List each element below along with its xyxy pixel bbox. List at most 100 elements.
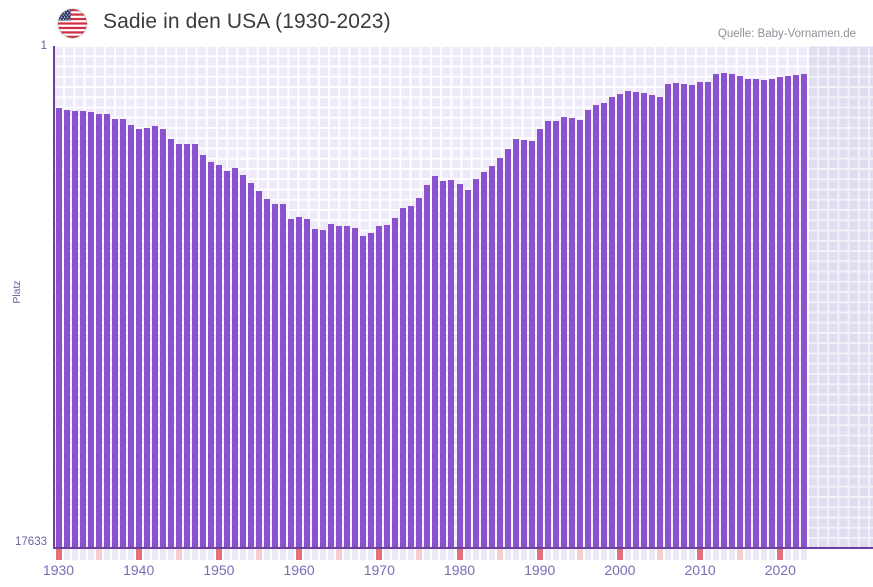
bar-1951 — [223, 170, 230, 548]
bar-1958 — [280, 203, 287, 548]
bar-1949 — [207, 162, 214, 548]
bar-2021 — [785, 75, 792, 548]
bar-2002 — [632, 92, 639, 548]
bar-1961 — [304, 218, 311, 548]
bar-1960 — [296, 217, 303, 548]
x-tick-1949 — [207, 549, 214, 560]
x-tick-1961 — [304, 549, 311, 560]
bar-1968 — [360, 236, 367, 548]
x-tick-1957 — [272, 549, 279, 560]
x-axis-label-1980: 1980 — [443, 562, 476, 578]
bar-1989 — [528, 140, 535, 548]
x-tick-1939 — [127, 549, 134, 560]
x-tick-1963 — [320, 549, 327, 560]
bar-1971 — [384, 224, 391, 548]
x-tick-1973 — [400, 549, 407, 560]
x-axis-tick-strip — [54, 549, 873, 561]
bar-1997 — [592, 105, 599, 548]
x-tick-1984 — [488, 549, 495, 560]
x-tick-2022 — [793, 549, 800, 560]
bar-1942 — [151, 125, 158, 548]
us-flag-circle-icon — [58, 9, 87, 38]
x-tick-1993 — [560, 549, 567, 560]
x-tick-1953 — [239, 549, 246, 560]
x-tick-2017 — [753, 549, 760, 560]
bar-2014 — [729, 74, 736, 548]
x-tick-1959 — [288, 549, 295, 560]
x-tick-1950 — [215, 549, 222, 560]
chart-plot-area — [54, 46, 873, 548]
bar-2013 — [721, 73, 728, 548]
x-tick-1978 — [440, 549, 447, 560]
x-tick-1965 — [336, 549, 343, 560]
bar-1981 — [464, 190, 471, 548]
bar-1972 — [392, 217, 399, 548]
x-tick-1969 — [368, 549, 375, 560]
x-tick-2019 — [769, 549, 776, 560]
x-tick-1997 — [592, 549, 599, 560]
bar-1957 — [272, 204, 279, 548]
bar-2000 — [616, 94, 623, 548]
bar-2022 — [793, 74, 800, 548]
page-title: Sadie in den USA (1930-2023) — [103, 10, 391, 33]
bar-1938 — [119, 118, 126, 548]
x-tick-1988 — [520, 549, 527, 560]
bar-1947 — [191, 144, 198, 548]
x-tick-1933 — [79, 549, 86, 560]
x-tick-2013 — [721, 549, 728, 560]
bar-1940 — [135, 128, 142, 548]
x-tick-1989 — [528, 549, 535, 560]
bar-1978 — [440, 181, 447, 548]
y-axis-line — [53, 46, 55, 549]
x-tick-1968 — [360, 549, 367, 560]
bar-1990 — [536, 129, 543, 548]
bar-1936 — [103, 114, 110, 548]
bar-1965 — [336, 225, 343, 548]
x-tick-1982 — [472, 549, 479, 560]
x-tick-1955 — [256, 549, 262, 560]
bar-2004 — [648, 94, 655, 548]
bar-1987 — [512, 138, 519, 548]
x-tick-1983 — [480, 549, 487, 560]
x-tick-1987 — [512, 549, 519, 560]
x-tick-1994 — [568, 549, 575, 560]
x-axis-labels: 1930 1940 1950 1960 1970 1980 1990 2000 2010 2020 — [0, 562, 873, 586]
x-tick-1958 — [280, 549, 287, 560]
bar-1932 — [71, 111, 78, 548]
bar-1974 — [408, 205, 415, 548]
x-tick-2011 — [705, 549, 712, 560]
bar-1995 — [576, 120, 583, 548]
x-tick-2002 — [632, 549, 639, 560]
x-tick-2004 — [648, 549, 655, 560]
bar-1956 — [264, 199, 271, 548]
bar-1953 — [239, 174, 246, 548]
bar-2018 — [761, 79, 768, 548]
bar-2007 — [673, 82, 680, 548]
x-tick-1938 — [119, 549, 126, 560]
x-tick-1931 — [63, 549, 70, 560]
x-tick-1942 — [151, 549, 158, 560]
bar-2019 — [769, 78, 776, 548]
x-tick-2000 — [616, 549, 623, 560]
x-tick-1937 — [111, 549, 118, 560]
x-tick-1948 — [199, 549, 206, 560]
x-tick-1966 — [344, 549, 351, 560]
bar-2001 — [624, 91, 631, 548]
chart-header: Sadie in den USA (1930-2023) Quelle: Bab… — [0, 0, 873, 46]
x-tick-1944 — [167, 549, 174, 560]
x-tick-1981 — [464, 549, 471, 560]
x-axis-label-2000: 2000 — [604, 562, 636, 578]
x-tick-1962 — [312, 549, 319, 560]
bar-1977 — [432, 176, 439, 548]
x-tick-1998 — [600, 549, 607, 560]
bar-1998 — [600, 103, 607, 548]
bar-1976 — [424, 185, 431, 548]
x-tick-1995 — [576, 549, 583, 560]
bar-1966 — [344, 226, 351, 548]
x-tick-2005 — [657, 549, 663, 560]
bar-1933 — [79, 110, 86, 548]
x-tick-2018 — [761, 549, 768, 560]
bar-2011 — [705, 82, 712, 548]
x-tick-1935 — [95, 549, 102, 560]
bar-1985 — [496, 157, 503, 548]
